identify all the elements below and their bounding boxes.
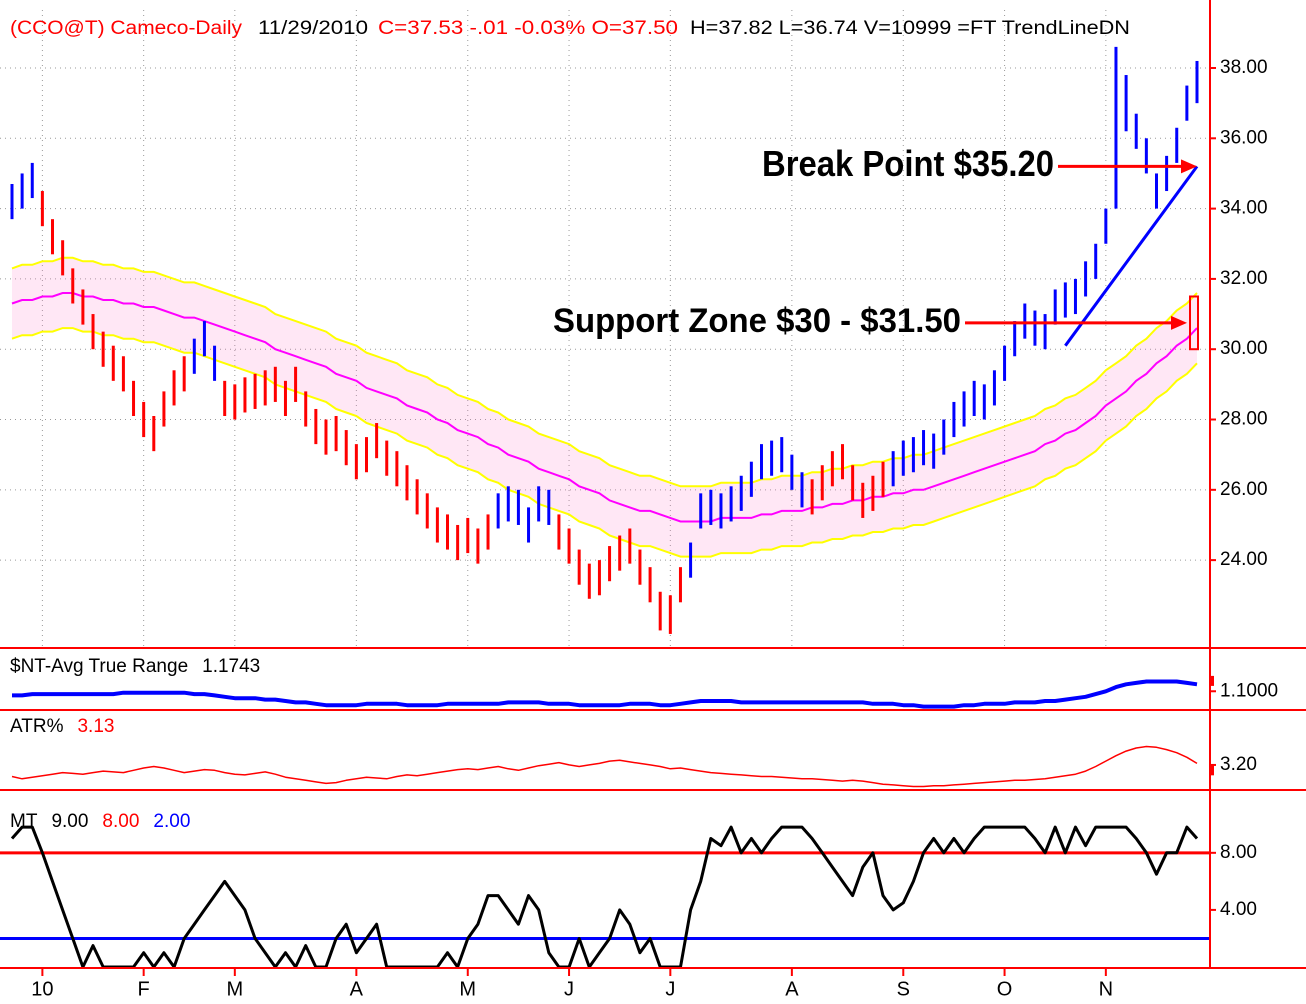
y-tick-label: 28.00 <box>1220 409 1268 430</box>
band-line <box>11 327 1198 558</box>
y-tick-label: 24.00 <box>1220 549 1268 570</box>
indicator-line <box>11 745 1198 788</box>
x-tick-label: M <box>459 978 476 1000</box>
y-tick-label: 32.00 <box>1220 268 1268 289</box>
support-zone <box>1189 295 1199 351</box>
level-label: 8.00 <box>102 811 139 832</box>
indicator-value: 9.00 <box>51 811 88 832</box>
current-value: 1.1743 <box>202 656 260 677</box>
x-tick-label: O <box>997 978 1013 1000</box>
header-text: H=37.82 L=36.74 V=10999 =FT TrendLineDN <box>690 18 1130 39</box>
band-line <box>11 256 1198 488</box>
x-tick-label: A <box>350 978 364 1000</box>
y-tick-label: 30.00 <box>1220 338 1268 359</box>
y-tick-label: 8.00 <box>1220 842 1257 863</box>
annotation: Support Zone $30 - $31.50 <box>553 302 961 340</box>
y-tick-label: 36.00 <box>1220 127 1268 148</box>
x-tick-label: A <box>785 978 799 1000</box>
y-tick-label: 38.00 <box>1220 57 1268 78</box>
header-text: 11/29/2010 <box>258 18 368 39</box>
trendline <box>1064 165 1199 347</box>
y-tick-label: 3.20 <box>1220 754 1257 775</box>
current-value: 3.13 <box>77 716 114 737</box>
arrow-head <box>1171 315 1187 330</box>
y-tick-label: 1.1000 <box>1220 680 1278 701</box>
x-tick-label: J <box>665 978 675 1000</box>
band-fill <box>12 257 1197 557</box>
header-text: C=37.53 -.01 -0.03% O=37.50 <box>378 18 678 39</box>
header-text: (CCO@T) Cameco-Daily <box>10 18 243 39</box>
indicator-line <box>10 825 1199 969</box>
level-label: 2.00 <box>153 811 190 832</box>
x-tick-label: F <box>138 978 150 1000</box>
current-marker <box>1211 675 1214 686</box>
x-tick-label: N <box>1099 978 1113 1000</box>
y-tick-label: 4.00 <box>1220 899 1257 920</box>
x-tick-label: 10 <box>31 978 53 1000</box>
x-tick-label: S <box>897 978 910 1000</box>
x-tick-label: M <box>226 978 243 1000</box>
band-line <box>11 292 1198 523</box>
panel-title: $NT-Avg True Range <box>10 656 188 677</box>
arrow-head <box>1181 159 1197 174</box>
annotation: Break Point $35.20 <box>762 143 1054 184</box>
indicator-line <box>12 679 1198 709</box>
current-marker <box>1211 765 1214 776</box>
panel-title: ATR% <box>10 716 64 737</box>
y-tick-label: 26.00 <box>1220 479 1268 500</box>
x-tick-label: J <box>564 978 574 1000</box>
y-tick-label: 34.00 <box>1220 198 1268 219</box>
